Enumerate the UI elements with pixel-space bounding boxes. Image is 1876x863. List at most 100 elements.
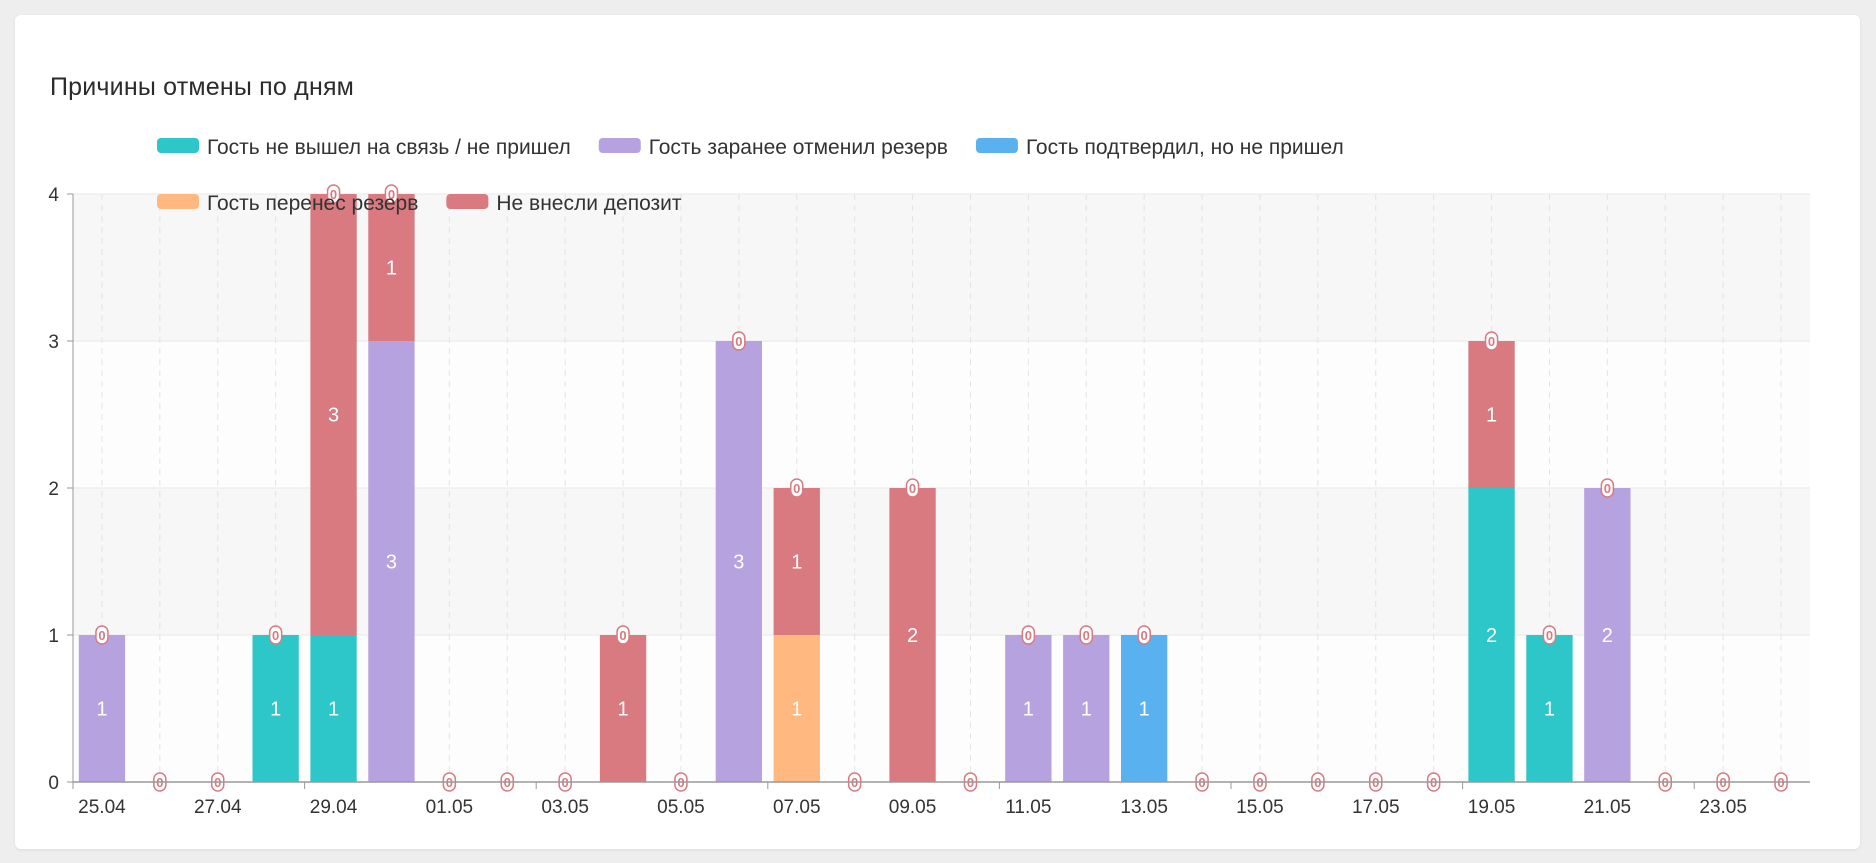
zero-marker-label: 0 (1604, 481, 1611, 496)
zero-marker-label: 0 (735, 334, 742, 349)
x-tick-label: 17.05 (1352, 797, 1400, 818)
zero-marker (268, 625, 283, 645)
zero-marker-label: 0 (388, 187, 395, 202)
zero-marker (905, 478, 920, 498)
x-tick-label: 07.05 (773, 797, 821, 818)
legend-item[interactable]: Гость подтвердил, но не пришел (975, 136, 1344, 159)
zero-marker (790, 478, 804, 498)
bar-segment (773, 488, 820, 635)
bar-value-label: 1 (1139, 699, 1150, 721)
x-tick-label: 23.05 (1699, 797, 1747, 818)
bar-segment (1063, 635, 1110, 782)
zero-marker (95, 625, 109, 645)
legend-label: Гость перенес резерв (207, 192, 418, 215)
legend-item[interactable]: Гость перенес резерв (157, 192, 418, 215)
legend-swatch (157, 138, 199, 153)
bar-segment (1526, 635, 1573, 782)
legend-swatch (157, 194, 199, 209)
bar-value-label: 1 (1486, 405, 1497, 427)
bar-value-label: 1 (1544, 699, 1555, 721)
bar-segment (1468, 341, 1515, 488)
bar-value-label: 1 (617, 699, 628, 721)
zero-marker (1600, 478, 1615, 498)
legend-swatch (446, 194, 489, 209)
zero-marker (1079, 625, 1093, 645)
legend-label: Не внесли депозит (496, 192, 682, 215)
bar-segment (368, 341, 415, 782)
bar-segment (310, 194, 357, 635)
bar-value-label: 1 (791, 699, 802, 721)
zero-marker-label: 0 (619, 628, 626, 643)
bar-segment (889, 488, 936, 782)
bar-segment (1120, 635, 1168, 782)
plot-band (73, 488, 1810, 635)
bar-value-label: 1 (328, 699, 339, 721)
zero-marker-label: 0 (1546, 628, 1553, 643)
plot-background (73, 194, 1810, 782)
bar-value-label: 1 (386, 258, 397, 280)
bar-segment (310, 635, 357, 782)
legend-item[interactable]: Не внесли депозит (446, 192, 682, 215)
zero-marker-label: 0 (330, 187, 337, 202)
bar-segment (78, 635, 126, 782)
legend-item[interactable]: Гость не вышел на связь / не пришел (157, 136, 571, 159)
plot-band (73, 341, 1810, 488)
bar-value-label: 2 (1602, 625, 1613, 647)
x-axis: 25.04 27.04 29.04 01.05 03.05 05.05 07.05 09.05… (72, 781, 1810, 818)
legend-label: Гость не вышел на связь / не пришел (207, 136, 571, 159)
x-tick-label: 29.04 (310, 797, 358, 818)
zero-marker-label: 0 (1083, 628, 1090, 643)
bar-value-label: 1 (96, 699, 107, 721)
legend-swatch (598, 138, 641, 153)
x-tick-label: 03.05 (541, 797, 589, 818)
x-tick-label: 05.05 (657, 797, 705, 818)
bar-segment (1468, 488, 1515, 782)
bar-segment (368, 194, 415, 341)
bar-segment (252, 635, 299, 782)
zero-marker-label: 0 (909, 481, 916, 496)
bar-segment (715, 341, 763, 782)
legend-swatch (975, 138, 1018, 153)
x-tick-label: 27.04 (194, 797, 242, 818)
legend-label: Гость заранее отменил резерв (649, 136, 948, 159)
bar-value-label: 1 (1023, 699, 1034, 721)
bar-segment (599, 635, 647, 782)
x-tick-label: 25.04 (78, 797, 126, 818)
bar-value-label: 1 (270, 699, 281, 721)
chart-title: Причины отмены по дням (50, 73, 355, 101)
bar-value-label: 3 (733, 552, 744, 574)
bar-value-label: 3 (386, 552, 397, 574)
bar-value-label: 2 (1486, 625, 1497, 647)
bar-segment (1005, 635, 1052, 782)
zero-marker (326, 184, 341, 204)
plot-band (73, 194, 1810, 341)
y-tick-label: 4 (48, 185, 59, 206)
zero-marker-label: 0 (793, 481, 800, 496)
zero-marker-label: 0 (272, 628, 279, 643)
y-tick-label: 0 (48, 773, 59, 794)
x-tick-label: 11.05 (1005, 797, 1051, 818)
bar-value-label: 2 (907, 625, 918, 647)
y-tick-label: 3 (48, 332, 59, 353)
zero-marker-label: 0 (1141, 628, 1148, 643)
zero-marker (1137, 625, 1151, 645)
x-tick-label: 09.05 (889, 797, 937, 818)
x-tick-label: 15.05 (1236, 797, 1284, 818)
x-tick-label: 19.05 (1468, 797, 1516, 818)
legend-item[interactable]: Гость заранее отменил резерв (598, 136, 948, 159)
legend-label: Гость подтвердил, но не пришел (1026, 136, 1344, 159)
legend: Гость не вышел на связь / не пришел Гость… (157, 136, 1344, 215)
zero-marker (1542, 625, 1557, 645)
bar-segment (1584, 488, 1631, 782)
bar-value-label: 3 (328, 405, 339, 427)
bar-value-label: 1 (1081, 699, 1092, 721)
zero-marker (616, 625, 630, 645)
zero-marker-label: 0 (1488, 334, 1495, 349)
zero-marker-label: 0 (1025, 628, 1032, 643)
zero-marker (1021, 625, 1036, 645)
zero-marker (384, 184, 399, 204)
y-tick-label: 2 (48, 479, 59, 500)
x-tick-label: 01.05 (426, 797, 474, 818)
zero-marker-label: 0 (98, 628, 105, 643)
